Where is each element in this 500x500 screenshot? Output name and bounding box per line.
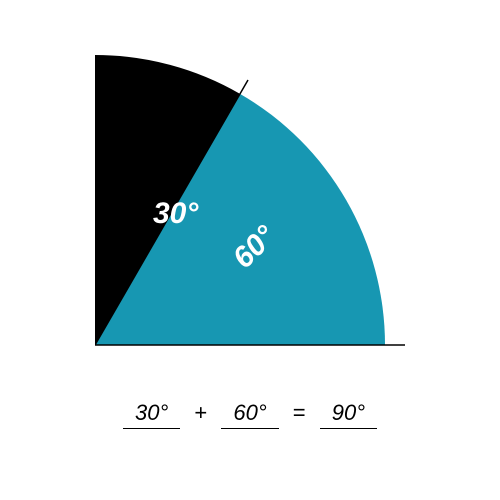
equation-op-equals: =	[289, 400, 310, 426]
equation-term2: 60°	[221, 400, 278, 429]
equation: 30° + 60° = 90°	[0, 400, 500, 429]
equation-term1: 30°	[123, 400, 180, 429]
label-angle1: 30°	[153, 197, 199, 230]
angle-diagram: 30° 60°	[95, 55, 405, 365]
equation-op-plus: +	[190, 400, 211, 426]
equation-result: 90°	[320, 400, 377, 429]
